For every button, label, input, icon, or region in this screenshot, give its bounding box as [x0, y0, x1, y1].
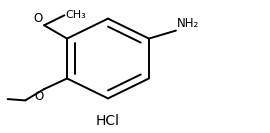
Text: NH₂: NH₂	[177, 17, 200, 30]
Text: O: O	[34, 90, 43, 103]
Text: CH₃: CH₃	[66, 10, 86, 20]
Text: HCl: HCl	[96, 114, 120, 128]
Text: O: O	[33, 12, 43, 25]
